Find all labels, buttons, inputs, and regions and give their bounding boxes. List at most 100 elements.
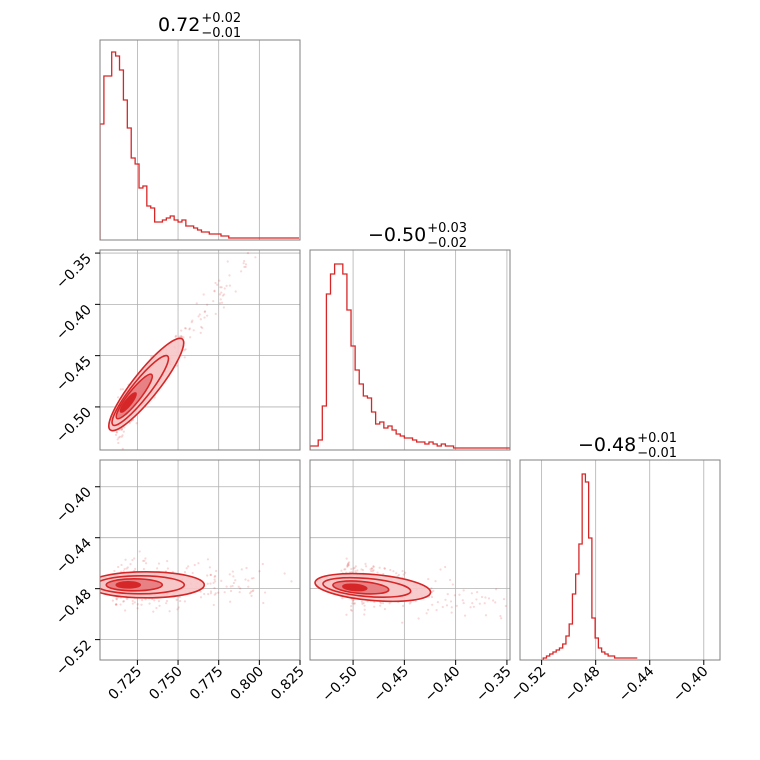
scatter-point — [344, 568, 347, 571]
scatter-point — [178, 335, 181, 338]
scatter-point — [174, 335, 177, 338]
scatter-point — [125, 567, 128, 570]
scatter-point — [369, 568, 372, 571]
scatter-point — [140, 599, 144, 602]
scatter-point — [250, 594, 253, 598]
scatter-point — [244, 578, 247, 581]
scatter-point — [351, 599, 354, 602]
scatter-point — [187, 565, 190, 568]
scatter-point — [197, 562, 200, 565]
scatter-point — [184, 327, 187, 330]
scatter-point — [392, 570, 395, 573]
scatter-point — [335, 141, 337, 143]
scatter-point — [213, 289, 216, 292]
scatter-point — [126, 597, 129, 600]
scatter-point — [273, 230, 275, 232]
scatter-point — [470, 592, 473, 595]
scatter-point — [175, 364, 179, 367]
scatter-point — [148, 602, 151, 605]
scatter-point — [252, 589, 255, 592]
scatter-point — [119, 388, 122, 391]
scatter-point — [372, 565, 375, 569]
scatter-point — [183, 349, 186, 352]
scatter-point — [362, 601, 365, 605]
scatter-point — [383, 567, 386, 570]
scatter-point — [361, 602, 364, 605]
scatter-point — [396, 575, 399, 578]
scatter-point — [120, 428, 124, 431]
scatter-group — [100, 550, 293, 613]
scatter-point — [251, 245, 253, 247]
scatter-point — [144, 562, 148, 565]
scatter-point — [450, 611, 453, 614]
scatter-point — [214, 574, 217, 578]
scatter-point — [203, 592, 206, 596]
scatter-point — [345, 613, 348, 616]
scatter-point — [121, 388, 125, 391]
scatter-point — [402, 604, 405, 607]
scatter-point — [212, 581, 215, 584]
scatter-point — [209, 582, 212, 585]
scatter-point — [193, 563, 196, 567]
scatter-point — [209, 573, 212, 576]
histogram-2 — [542, 473, 638, 660]
scatter-point — [218, 293, 222, 296]
scatter-point — [234, 290, 237, 293]
scatter-point — [494, 588, 498, 591]
scatter-point — [244, 265, 247, 269]
scatter-point — [427, 577, 430, 581]
scatter-point — [364, 562, 367, 565]
x-tick-label: 0.800 — [228, 664, 268, 704]
scatter-point — [140, 603, 143, 606]
scatter-point — [175, 334, 178, 337]
scatter-point — [417, 617, 420, 620]
scatter-point — [124, 558, 127, 561]
scatter-point — [134, 567, 137, 571]
density-contour — [119, 392, 137, 413]
scatter-point — [158, 604, 161, 607]
x-tick-label: −0.40 — [670, 664, 712, 706]
scatter-point — [487, 597, 491, 600]
scatter-point — [123, 426, 126, 429]
x-tick-label: −0.45 — [371, 664, 413, 706]
scatter-point — [449, 600, 453, 603]
title-minus-2: −0.01 — [637, 446, 677, 461]
scatter-point — [179, 599, 182, 603]
x-tick-label: 0.775 — [187, 664, 227, 704]
scatter-point — [238, 591, 241, 594]
scatter-point — [133, 601, 136, 604]
panel-frame — [99, 39, 301, 241]
y-tick-label: −0.44 — [53, 535, 95, 577]
scatter-point — [451, 583, 455, 586]
scatter-point — [352, 598, 355, 602]
scatter-point — [166, 560, 169, 563]
scatter-point — [240, 568, 243, 571]
scatter-point — [360, 568, 363, 571]
scatter-point — [499, 614, 502, 618]
y-tick-label: −0.40 — [53, 302, 95, 344]
scatter-point — [209, 573, 212, 577]
scatter-point — [401, 569, 404, 573]
scatter-point — [217, 591, 220, 594]
scatter-point — [462, 589, 465, 592]
scatter-point — [143, 559, 146, 562]
scatter-point — [232, 575, 235, 578]
scatter-point — [214, 580, 217, 583]
scatter-point — [373, 600, 376, 604]
scatter-point — [208, 566, 211, 569]
scatter-point — [425, 612, 428, 615]
scatter-point — [131, 599, 134, 603]
scatter-point — [542, 605, 544, 607]
scatter-point — [206, 314, 209, 317]
scatter-point — [290, 580, 293, 583]
scatter-point — [165, 602, 168, 605]
scatter-point — [166, 567, 170, 570]
scatter-point — [346, 565, 349, 568]
y-tick-label: −0.52 — [53, 637, 95, 679]
scatter-point — [251, 590, 254, 593]
scatter-point — [199, 331, 202, 335]
scatter-point — [214, 312, 217, 316]
scatter-point — [388, 602, 391, 605]
scatter-point — [435, 608, 438, 612]
